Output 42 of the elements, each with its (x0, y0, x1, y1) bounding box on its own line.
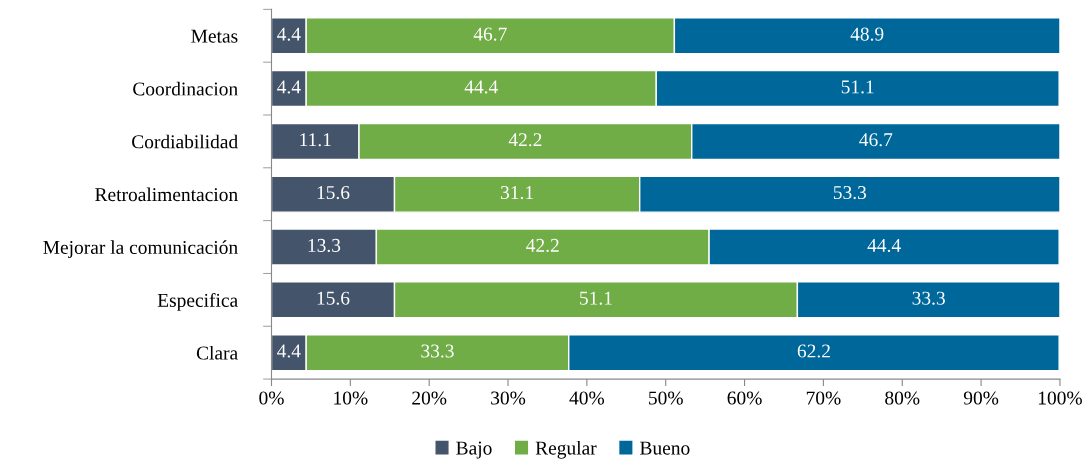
x-tick-label: 30% (491, 391, 526, 405)
data-label: 4.4 (277, 80, 301, 94)
data-label: 48.9 (850, 27, 884, 41)
data-label: 51.1 (841, 80, 874, 94)
data-label: 4.4 (277, 27, 301, 41)
legend-label: Regular (535, 440, 597, 459)
data-label: 53.3 (833, 186, 867, 200)
data-label: 15.6 (317, 291, 350, 305)
x-tick-label: 0% (259, 391, 284, 405)
legend-label: Bajo (456, 441, 492, 459)
y-tick-label: Cordiabilidad (132, 134, 238, 149)
y-tick-label: Metas (191, 29, 238, 43)
data-label: 44.4 (464, 80, 498, 94)
x-tick-label: 50% (649, 391, 683, 405)
x-tick-label: 60% (727, 391, 762, 405)
x-tick-label: 40% (569, 391, 605, 405)
y-tick-label: Retroalimentacion (95, 187, 238, 202)
x-tick-label: 10% (334, 391, 368, 405)
data-label: 4.4 (277, 344, 301, 358)
data-label: 11.1 (300, 133, 331, 147)
y-tick-label: Coordinacion (133, 81, 238, 96)
data-label: 13.3 (308, 238, 341, 252)
data-label: 31.1 (501, 186, 533, 200)
x-tick-label: 80% (885, 391, 920, 405)
x-tick-label: 20% (412, 391, 447, 405)
y-tick-label: Clara (196, 345, 238, 360)
data-label: 15.6 (317, 186, 350, 200)
x-tick-label: 100% (1038, 391, 1082, 405)
data-label: 46.7 (859, 133, 893, 147)
data-label: 42.2 (526, 238, 559, 252)
data-label: 46.7 (473, 27, 507, 41)
y-tick-label: Especifica (157, 293, 238, 311)
x-tick-label: 70% (806, 391, 841, 405)
data-label: 44.4 (867, 238, 901, 252)
x-tick-label: 90% (963, 391, 999, 405)
data-label: 33.3 (421, 344, 454, 358)
y-tick-label: Mejorar la comunicación (43, 240, 238, 258)
data-label: 33.3 (912, 291, 945, 305)
legend-label: Bueno (640, 441, 690, 455)
data-label: 51.1 (580, 291, 612, 305)
data-label: 42.2 (508, 133, 542, 147)
data-label: 62.2 (797, 344, 830, 358)
